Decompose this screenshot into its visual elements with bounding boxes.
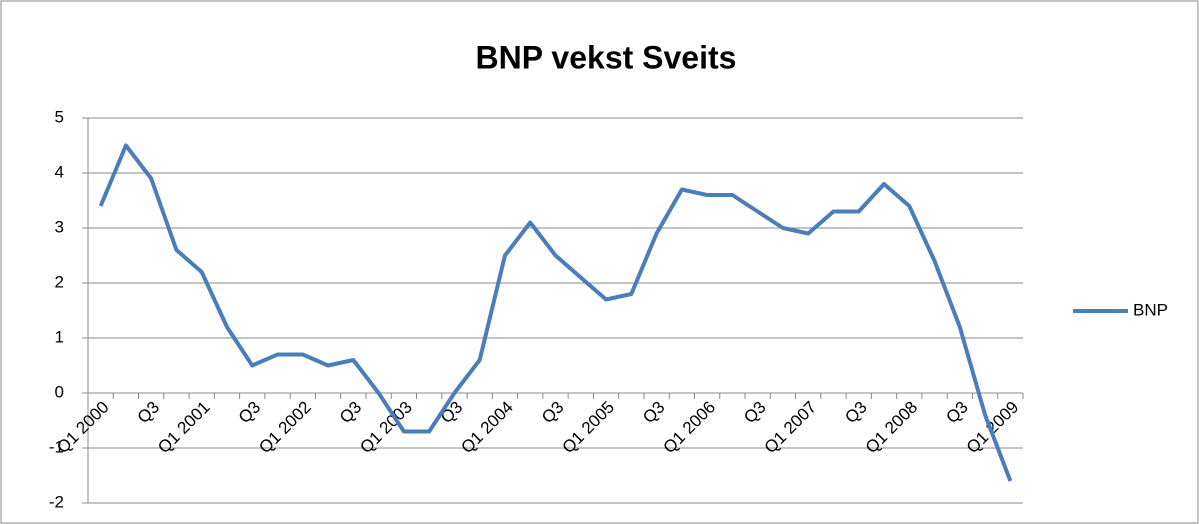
y-tick-label: 2 xyxy=(55,272,64,291)
y-tick-label: -2 xyxy=(49,492,64,511)
y-tick-label: 4 xyxy=(55,162,64,181)
y-tick-label: 3 xyxy=(55,217,64,236)
y-tick-label: 1 xyxy=(55,327,64,346)
legend-label: BNP xyxy=(1133,300,1168,319)
y-tick-label: 5 xyxy=(55,107,64,126)
chart-title: BNP vekst Sveits xyxy=(476,39,737,75)
y-tick-label: -1 xyxy=(49,437,64,456)
series-line xyxy=(98,143,1013,482)
y-tick-label: 0 xyxy=(55,382,64,401)
